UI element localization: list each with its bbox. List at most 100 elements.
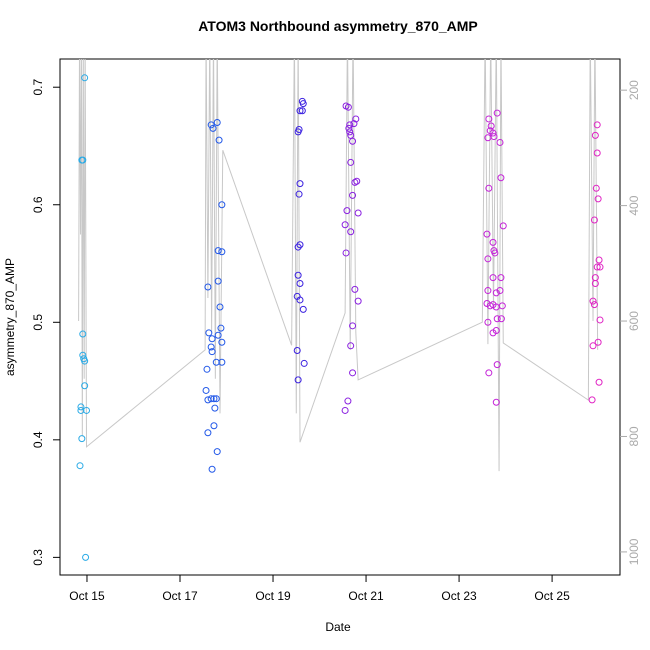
scatter-point	[299, 100, 307, 108]
scatter-point	[296, 180, 304, 188]
scatter-point	[294, 128, 302, 136]
scatter-point	[208, 465, 216, 473]
scatter-point	[497, 274, 505, 282]
scatter-point	[493, 315, 501, 323]
scatter-point	[589, 297, 597, 305]
scatter-point	[351, 178, 359, 186]
scatter-point	[296, 107, 304, 115]
scatter-point	[218, 248, 226, 256]
scatter-point	[591, 280, 599, 288]
scatter-point	[353, 177, 361, 185]
x-tick-label: Oct 19	[255, 589, 291, 603]
scatter-point	[493, 109, 501, 117]
scatter-point	[485, 184, 493, 192]
x-tick-label: Oct 23	[441, 589, 477, 603]
scatter-point	[78, 435, 86, 443]
scatter-point	[81, 357, 89, 365]
scatter-point	[207, 121, 215, 129]
scatter-point	[208, 335, 216, 343]
scatter-point	[489, 129, 497, 137]
y-axis-label: asymmetry_870_AMP	[3, 258, 17, 376]
scatter-point	[487, 122, 495, 130]
scatter-point	[590, 301, 598, 309]
scatter-point	[594, 338, 602, 346]
scatter-point	[294, 243, 302, 251]
scatter-point	[483, 230, 491, 238]
chart-title: ATOM3 Northbound asymmetry_870_AMP	[198, 18, 478, 34]
scatter-point	[349, 191, 357, 199]
scatter-point	[594, 195, 602, 203]
scatter-point	[215, 136, 223, 144]
scatter-point	[350, 120, 358, 128]
scatter-point	[491, 249, 499, 257]
scatter-point	[299, 305, 307, 313]
scatter-point	[76, 462, 84, 470]
x-tick-label: Oct 21	[348, 589, 384, 603]
scatter-point	[490, 133, 498, 141]
scatter-point	[218, 201, 226, 209]
scatter-point	[347, 158, 355, 166]
scatter-point	[595, 378, 603, 386]
plot-area	[76, 59, 604, 561]
scatter-point	[498, 302, 506, 310]
scatter-point	[296, 296, 304, 304]
scatter-point	[344, 103, 352, 111]
line-series	[78, 59, 599, 472]
scatter-point	[592, 184, 600, 192]
scatter-point	[204, 283, 212, 291]
scatter-point	[342, 249, 350, 257]
scatter-point	[83, 406, 91, 414]
y2-tick-label: 800	[627, 426, 641, 446]
scatter-point	[596, 316, 604, 324]
scatter-point	[293, 346, 301, 354]
scatter-point	[351, 285, 359, 293]
scatter-point	[347, 228, 355, 236]
scatter-point	[489, 274, 497, 282]
scatter-point	[213, 118, 221, 126]
scatter-point	[298, 107, 306, 115]
scatter-point	[81, 382, 89, 390]
scatter-point	[202, 386, 210, 394]
scatter-point	[484, 287, 492, 295]
scatter-point	[492, 289, 500, 297]
scatter-point	[346, 121, 354, 129]
scatter-point	[210, 395, 218, 403]
scatter-point	[354, 209, 362, 217]
scatter-point	[485, 115, 493, 123]
scatter-point	[294, 271, 302, 279]
scatter-point	[295, 190, 303, 198]
scatter-point	[216, 303, 224, 311]
y-tick-label: 0.4	[31, 431, 45, 448]
scatter-point	[593, 121, 601, 129]
scatter-point	[212, 395, 220, 403]
scatter-point	[593, 263, 601, 271]
scatter-point	[484, 255, 492, 263]
x-axis-label: Date	[325, 620, 351, 634]
scatter-point	[349, 137, 357, 145]
x-tick-label: Oct 17	[162, 589, 198, 603]
scatter-point	[204, 429, 212, 437]
scatter-point	[300, 359, 308, 367]
scatter-point	[493, 361, 501, 369]
scatter-point	[207, 343, 215, 351]
scatter-point	[497, 174, 505, 182]
scatter-point	[354, 297, 362, 305]
x-tick-label: Oct 25	[534, 589, 570, 603]
scatter-point	[593, 149, 601, 157]
y2-tick-label: 400	[627, 195, 641, 215]
scatter-point	[205, 329, 213, 337]
scatter-point	[210, 422, 218, 430]
scatter-point	[499, 222, 507, 230]
y-tick-label: 0.3	[31, 549, 45, 566]
scatter-point	[218, 358, 226, 366]
scatter-point	[589, 342, 597, 350]
scatter-point	[341, 221, 349, 229]
scatter-point	[484, 318, 492, 326]
scatter-point	[81, 74, 89, 82]
scatter-point	[343, 207, 351, 215]
scatter-point	[590, 216, 598, 224]
y2-tick-label: 1000	[627, 538, 641, 565]
scatter-point	[349, 369, 357, 377]
scatter-point	[352, 115, 360, 123]
